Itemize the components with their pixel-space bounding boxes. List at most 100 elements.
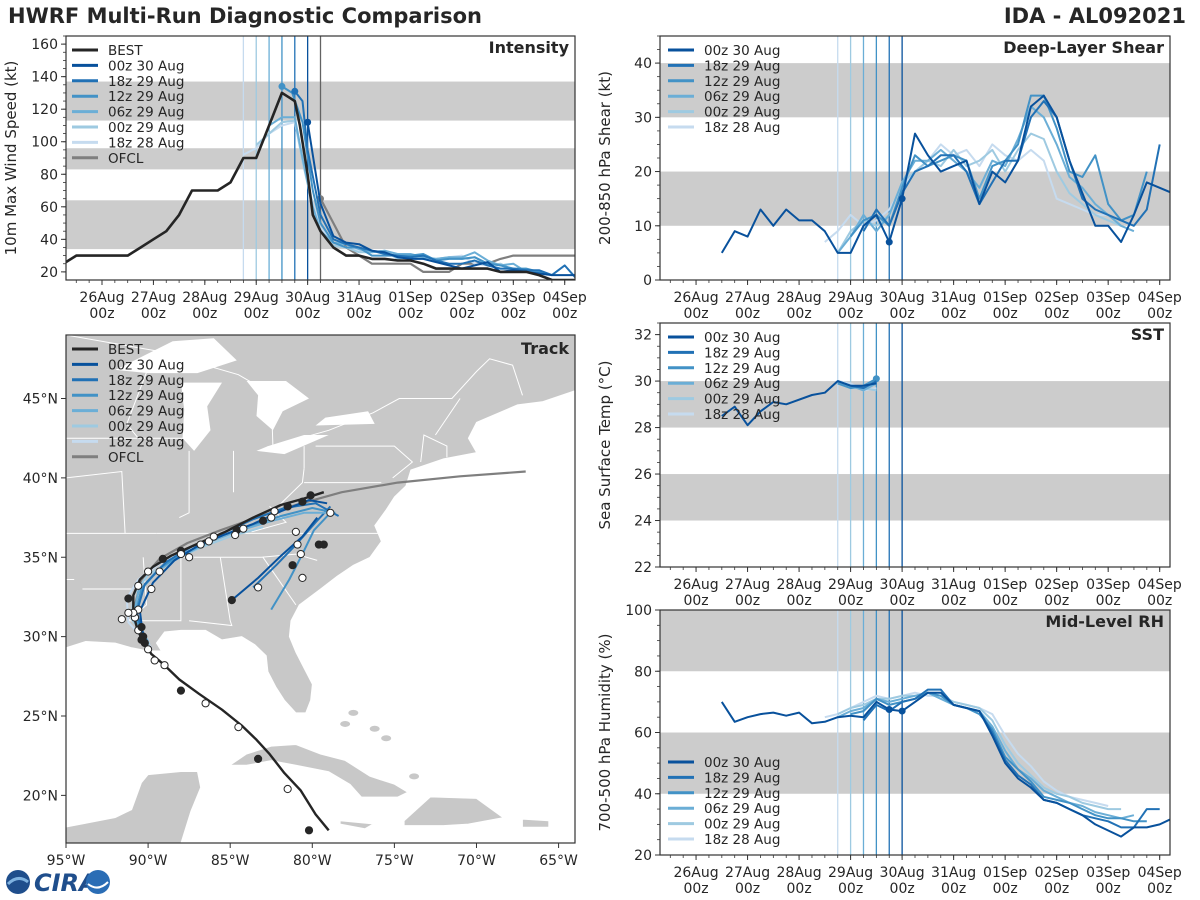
sst-ytick-label: 30 [634,374,652,390]
rh-series-group [720,688,1170,838]
sst-shade-band [660,474,1170,521]
rh-series-line [837,691,1135,820]
storm-id: IDA - AL092021 [1003,4,1186,28]
intensity-series-line [66,91,575,280]
shear-xtick-sublabel: 00z [1096,306,1121,322]
shear-series-marker [898,195,906,203]
intensity-xtick-sublabel: 00z [244,306,269,322]
lake-huron [246,381,309,431]
shear-title: Deep-Layer Shear [1003,38,1164,57]
state-border [177,553,318,561]
track-position-marker [298,497,307,506]
track-lon-label: 95°W [47,853,86,869]
track-position-marker [143,567,153,576]
track-position-marker [124,608,133,617]
intensity-xtick-label: 28Aug [182,290,227,306]
shear-legend-label: 18z 29 Aug [704,58,780,74]
state-border [279,468,305,506]
shear-xtick-label: 04Sep [1138,290,1182,306]
track-legend-label: BEST [108,342,143,358]
shear-xtick-sublabel: 00z [787,306,812,322]
intensity-xtick-label: 31Aug [336,290,381,306]
shear-ytick-label: 30 [634,110,652,126]
sst-xtick-label: 26Aug [673,577,718,593]
track-lon-label: 85°W [211,853,250,869]
country-border [66,335,523,447]
rh-legend-label: 00z 30 Aug [704,755,780,771]
rh-xtick-sublabel: 00z [735,881,760,897]
state-border [179,450,190,519]
sst-xtick-label: 31Aug [931,577,976,593]
track-position-marker [288,561,297,570]
lake-michigan [180,382,222,451]
intensity-series-marker [278,82,286,90]
shear-legend-label: 06z 29 Aug [704,89,780,105]
shear-xtick-sublabel: 00z [993,306,1018,322]
track-position-marker [176,686,186,695]
rh-series-marker [898,707,906,715]
intensity-ytick-label: 40 [40,232,58,248]
track-lat-label: 25°N [23,709,58,725]
intensity-xtick-sublabel: 00z [398,306,423,322]
track-position-marker [319,540,328,549]
land-bahamas [369,725,380,732]
land-bahamas [409,773,420,780]
shear-series-group [720,94,1170,254]
intensity-legend-label: 00z 29 Aug [108,120,184,136]
rh-legend-label: 18z 28 Aug [704,832,780,848]
track-position-marker [326,508,335,517]
shear-xtick-label: 31Aug [931,290,976,306]
shear-xtick-sublabel: 00z [890,306,915,322]
sst-xtick-sublabel: 00z [838,593,863,609]
rh-xtick-label: 01Sep [983,865,1027,881]
track-position-marker [147,584,156,594]
track-lat-label: 40°N [23,471,58,487]
rh-xtick-label: 28Aug [777,865,822,881]
land-cuba [228,744,409,798]
shear-series-line [836,105,1135,254]
shear-xtick-label: 02Sep [1035,290,1079,306]
track-position-marker [137,623,146,632]
intensity-xtick-sublabel: 00z [89,306,114,322]
sst-xtick-sublabel: 00z [1044,593,1069,609]
shear-xtick-label: 28Aug [777,290,822,306]
intensity-xtick-label: 30Aug [285,290,330,306]
intensity-xtick-label: 29Aug [234,290,279,306]
track-position-marker [117,615,126,624]
sst-xtick-sublabel: 00z [1147,593,1172,609]
rh-series-line [837,691,1122,811]
track-position-marker [204,537,213,546]
track-position-marker [239,524,248,533]
track-position-marker [196,540,205,549]
rh-series-line [862,688,1160,829]
shear-ytick-label: 20 [634,165,652,181]
rh-xtick-sublabel: 00z [890,881,915,897]
track-lon-label: 65°W [539,853,578,869]
track-position-marker [293,540,302,549]
track-lon-label: 90°W [129,853,168,869]
state-border [128,557,182,622]
intensity-ytick-label: 60 [40,200,58,216]
state-border [434,398,461,436]
sst-title: SST [1131,325,1164,344]
intensity-xtick-sublabel: 00z [449,306,474,322]
rh-series-line [720,691,1170,838]
shear-series-line [862,100,1161,232]
intensity-xtick-label: 27Aug [131,290,176,306]
sst-xtick-label: 30Aug [880,577,925,593]
rh-ytick-label: 100 [625,603,652,619]
track-lon-label: 75°W [375,853,414,869]
intensity-legend-label: 18z 29 Aug [108,74,184,90]
cira-logo: CIRA [6,869,110,897]
intensity-xtick-sublabel: 00z [552,306,577,322]
sst-legend-label: 18z 29 Aug [704,345,780,361]
intensity-legend-label: 12z 29 Aug [108,89,184,105]
track-position-marker [227,596,236,605]
sst-xtick-label: 29Aug [828,577,873,593]
intensity-xtick-sublabel: 00z [141,306,166,322]
shear-ytick-label: 10 [634,219,652,235]
track-line [132,511,329,642]
shear-series-line [836,132,1122,254]
track-map-layer [66,335,575,843]
